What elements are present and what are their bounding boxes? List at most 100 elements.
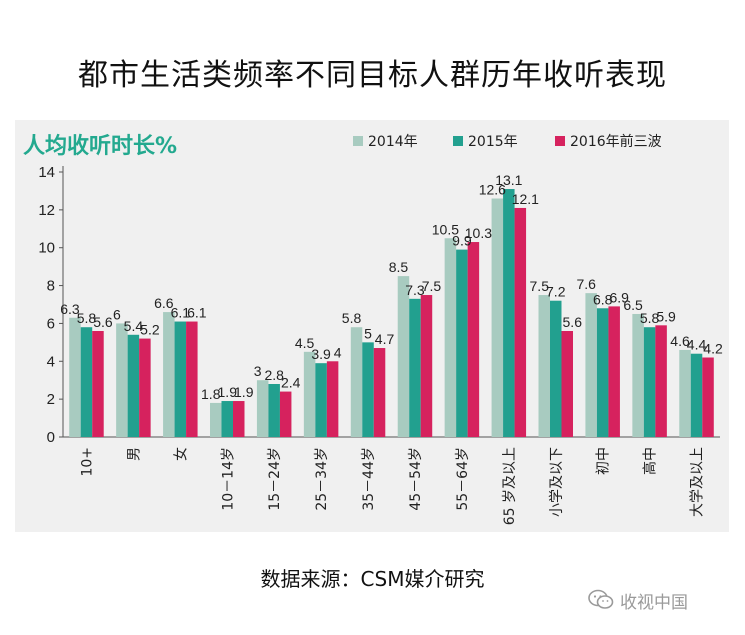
data-label: 5.8 (77, 310, 97, 326)
data-label: 3.9 (311, 346, 331, 362)
bar (503, 189, 515, 437)
y-tick-label: 4 (47, 353, 55, 370)
legend-label-3: 2016年前三波 (570, 133, 662, 150)
bar (221, 401, 233, 437)
x-tick-label: 65 岁及以上 (502, 447, 518, 525)
bar (702, 357, 714, 437)
legend-label-2: 2015年 (468, 134, 518, 150)
data-label: 6.8 (593, 291, 613, 307)
y-tick-label: 2 (47, 391, 55, 408)
x-tick-label: 男 (126, 447, 142, 461)
y-tick-label: 12 (38, 202, 55, 219)
x-tick-label: 55－64岁 (455, 447, 471, 511)
data-label: 6.5 (623, 297, 643, 313)
data-label: 6 (113, 306, 121, 322)
data-label: 3 (254, 363, 262, 379)
source-note: 数据来源：CSM媒介研究 (260, 567, 485, 591)
bar (655, 325, 667, 437)
y-tick-label: 10 (38, 240, 55, 257)
wechat-icon (588, 589, 614, 609)
x-tick-label: 高中 (642, 447, 659, 475)
data-label: 5.8 (640, 310, 660, 326)
x-tick-label: 10－14岁 (220, 447, 236, 511)
data-label: 10.5 (432, 221, 459, 237)
data-label: 4 (334, 344, 342, 360)
bar (139, 338, 151, 437)
data-label: 4.2 (703, 341, 723, 357)
y-tick-label: 6 (47, 315, 55, 332)
data-label: 1.8 (201, 386, 221, 402)
bar (92, 331, 104, 437)
bar (69, 317, 81, 437)
bar (690, 353, 703, 437)
data-label: 7.6 (576, 276, 596, 292)
x-tick-label: 45－54岁 (408, 447, 424, 511)
y-tick-label: 14 (38, 164, 55, 181)
bar-chart: 人均收听时长% 2014年 2015年 2016年前三波024681012146.35… (23, 133, 723, 525)
legend-swatch-1 (353, 136, 363, 146)
data-label: 4.7 (375, 331, 395, 347)
data-label: 5.4 (124, 318, 144, 334)
data-label: 5.8 (342, 310, 362, 326)
data-label: 4.6 (670, 333, 690, 349)
bar (279, 391, 292, 437)
watermark-text: 收视中国 (620, 592, 688, 613)
data-label: 7.3 (405, 282, 425, 298)
bar (116, 323, 128, 437)
bar (397, 276, 410, 437)
bar (608, 306, 620, 437)
data-label: 5.9 (656, 308, 676, 324)
data-label: 2.4 (281, 375, 301, 391)
bar (585, 293, 597, 437)
data-label: 10.3 (465, 225, 492, 241)
data-label: 6.1 (171, 305, 191, 321)
bar (127, 334, 140, 437)
data-label: 4.5 (295, 335, 315, 351)
y-tick-label: 8 (47, 278, 55, 295)
bar (80, 327, 93, 437)
data-label: 9.9 (452, 233, 472, 249)
data-label: 5 (364, 325, 372, 341)
x-tick-label: 大学及以上 (690, 447, 706, 517)
y-tick-label: 0 (47, 429, 55, 446)
bar (679, 349, 691, 437)
bar (538, 295, 550, 437)
data-label: 8.5 (389, 259, 409, 275)
bar (350, 327, 363, 437)
x-tick-label: 25－34岁 (314, 447, 330, 511)
data-label: 5.6 (93, 314, 113, 330)
bar (233, 401, 245, 437)
chart-panel: 人均收听时长% 2014年 2015年 2016年前三波 0 2 4 6 8 10 12 14 6.3 5… (15, 120, 729, 532)
watermark: 收视中国 (588, 588, 688, 613)
bar (632, 313, 644, 437)
data-label: 5.6 (563, 314, 583, 330)
bar (174, 321, 187, 437)
bar (456, 249, 468, 437)
data-label: 1.9 (218, 384, 238, 400)
bar (256, 380, 269, 437)
x-tick-label: 女 (172, 447, 189, 461)
bar (315, 363, 327, 437)
data-label: 4.4 (687, 337, 707, 353)
bar (373, 348, 386, 437)
x-tick-label: 初中 (595, 447, 612, 475)
data-label: 2.8 (264, 367, 284, 383)
data-label: 5.2 (140, 322, 160, 338)
data-label: 6.6 (154, 295, 174, 311)
data-label: 7.5 (422, 278, 442, 294)
bar (362, 342, 374, 437)
data-label: 7.5 (530, 278, 550, 294)
bar (420, 295, 433, 437)
x-tick-label: 小学及以下 (549, 447, 565, 517)
data-label: 12.1 (512, 191, 539, 207)
x-tick-label: 15－24岁 (267, 447, 283, 511)
legend-swatch-3 (555, 136, 565, 146)
page-title: 都市生活类频率不同目标人群历年收听表现 (78, 58, 667, 93)
x-tick-label: 35－44岁 (361, 447, 377, 511)
bar (268, 384, 280, 437)
bar (326, 361, 339, 437)
bar (643, 327, 656, 437)
data-label: 13.1 (495, 172, 522, 188)
bar (210, 402, 222, 437)
bar (550, 300, 562, 437)
